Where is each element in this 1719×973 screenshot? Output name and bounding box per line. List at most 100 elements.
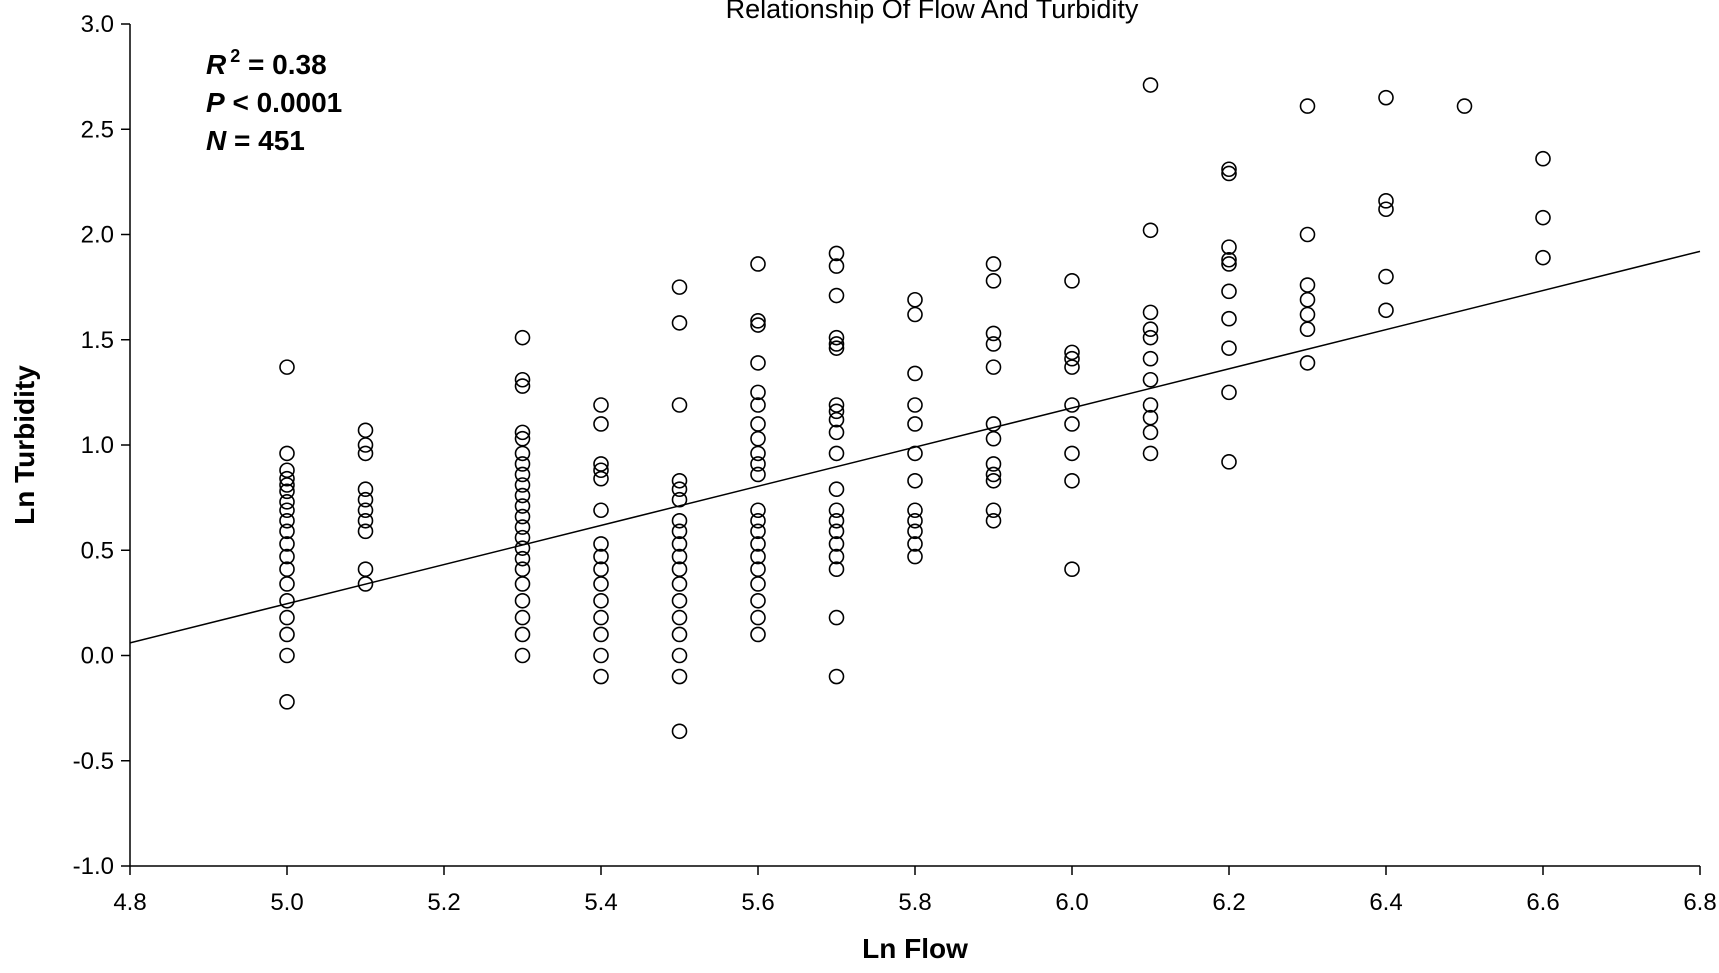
data-point xyxy=(1535,209,1551,226)
data-point xyxy=(985,359,1002,375)
y-tick-label: 0.5 xyxy=(81,537,114,564)
data-point xyxy=(279,609,295,626)
data-point xyxy=(1221,256,1237,272)
data-point xyxy=(985,472,1002,489)
data-point xyxy=(907,306,923,323)
data-point xyxy=(514,592,531,609)
data-points xyxy=(279,77,1551,740)
data-point xyxy=(828,536,845,552)
data-point xyxy=(357,561,374,577)
data-point xyxy=(1142,321,1159,338)
data-point xyxy=(907,397,923,413)
data-point xyxy=(357,523,374,540)
data-point xyxy=(671,592,688,609)
y-tick-label: 0.0 xyxy=(81,643,114,670)
data-point xyxy=(279,445,295,462)
data-point xyxy=(671,491,688,508)
data-point xyxy=(671,512,688,529)
p-value-label: P < 0.0001 xyxy=(206,87,342,118)
data-point xyxy=(593,576,609,592)
data-point xyxy=(279,536,295,552)
data-point xyxy=(279,548,295,565)
data-point xyxy=(1064,350,1080,367)
data-point xyxy=(514,647,531,664)
data-point xyxy=(357,445,374,462)
data-point xyxy=(750,397,766,413)
data-point xyxy=(593,548,609,565)
data-point xyxy=(593,609,609,626)
x-tick-label: 6.2 xyxy=(1212,889,1245,916)
data-point xyxy=(1142,424,1159,441)
data-point xyxy=(1221,239,1237,255)
data-point xyxy=(1142,350,1159,367)
data-point xyxy=(357,576,374,592)
data-point xyxy=(1142,371,1159,388)
data-point xyxy=(750,512,766,529)
data-point xyxy=(514,445,531,462)
data-point xyxy=(671,536,688,552)
data-point xyxy=(1142,77,1159,93)
data-point xyxy=(671,668,688,685)
data-point xyxy=(828,512,845,529)
y-tick-label: -0.5 xyxy=(73,748,114,775)
data-point xyxy=(750,592,766,609)
data-point xyxy=(593,416,609,432)
data-point xyxy=(593,536,609,552)
data-point xyxy=(907,445,923,462)
data-point xyxy=(1142,397,1159,413)
data-point xyxy=(828,287,845,304)
data-point xyxy=(1535,150,1551,167)
x-tick-label: 5.2 xyxy=(427,889,460,916)
data-point xyxy=(828,523,845,540)
data-point xyxy=(828,424,845,441)
data-point xyxy=(1299,291,1316,308)
data-point xyxy=(593,502,609,519)
data-point xyxy=(750,626,766,643)
data-point xyxy=(1299,321,1316,338)
data-point xyxy=(750,456,766,472)
y-tick-label: 2.5 xyxy=(81,116,114,143)
data-point xyxy=(828,411,845,428)
data-point xyxy=(1378,201,1394,218)
data-point xyxy=(514,477,531,493)
data-point xyxy=(750,384,766,401)
data-point xyxy=(828,668,845,685)
data-point xyxy=(828,245,845,262)
data-point xyxy=(907,472,923,489)
data-point xyxy=(671,723,688,740)
data-point xyxy=(985,430,1002,447)
data-point xyxy=(1299,98,1316,114)
data-point xyxy=(1378,89,1394,106)
data-point xyxy=(985,502,1002,519)
data-point xyxy=(514,529,531,546)
data-point xyxy=(750,502,766,519)
chart-title: Relationship Of Flow And Turbidity xyxy=(726,0,1139,24)
data-point xyxy=(985,456,1002,472)
data-point xyxy=(750,548,766,565)
data-point xyxy=(750,355,766,371)
data-point xyxy=(985,325,1002,342)
data-point xyxy=(279,494,295,510)
data-point xyxy=(1299,355,1316,371)
y-ticks: -1.0 -0.5 0.0 0.5 1.0 1.5 2.0 2.5 3.0 xyxy=(73,11,130,880)
data-point xyxy=(514,609,531,626)
data-point xyxy=(593,462,609,479)
data-point xyxy=(279,523,295,540)
data-point xyxy=(1221,161,1237,178)
x-tick-label: 5.8 xyxy=(898,889,931,916)
y-axis-title: Ln Turbidity xyxy=(9,365,40,525)
data-point xyxy=(514,378,531,394)
data-point xyxy=(1535,249,1551,266)
data-point xyxy=(671,548,688,565)
data-point xyxy=(907,365,923,382)
data-point xyxy=(750,445,766,462)
data-point xyxy=(828,445,845,462)
data-point xyxy=(357,502,374,519)
data-point xyxy=(671,647,688,664)
data-point xyxy=(514,540,531,556)
data-point xyxy=(907,291,923,308)
data-point xyxy=(671,523,688,540)
data-point xyxy=(1064,445,1080,462)
